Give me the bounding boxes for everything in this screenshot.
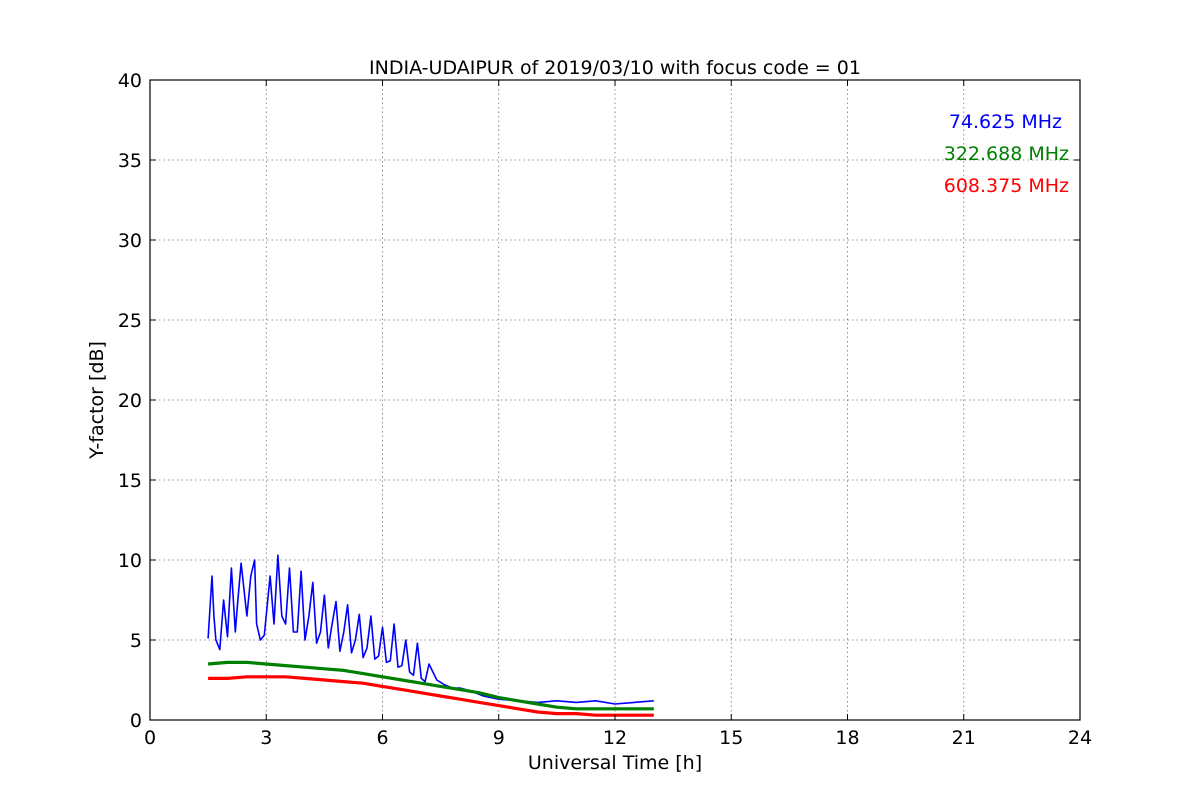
x-tick-label: 15 (719, 727, 743, 749)
legend: 74.625 MHz 322.688 MHz 608.375 MHz (944, 111, 1069, 197)
series-line-1 (207, 554, 654, 705)
x-tick-label: 18 (835, 727, 859, 749)
y-tick-label: 5 (130, 630, 142, 652)
series-line-2 (207, 660, 654, 711)
y-tick-label: 30 (118, 230, 142, 252)
legend-entry: 322.688 MHz (944, 143, 1069, 165)
y-tick-label: 15 (118, 470, 142, 492)
series-line-3 (208, 675, 654, 717)
y-tick-label: 10 (118, 550, 142, 572)
legend-entry: 74.625 MHz (949, 111, 1062, 133)
series-layer (207, 554, 654, 717)
chart-title: INDIA-UDAIPUR of 2019/03/10 with focus c… (369, 57, 861, 79)
x-tick-label: 21 (952, 727, 976, 749)
x-tick-label: 9 (493, 727, 505, 749)
x-axis-title: Universal Time [h] (528, 752, 702, 774)
x-tick-label: 24 (1068, 727, 1092, 749)
x-tick-label: 6 (376, 727, 388, 749)
grid (150, 80, 1080, 720)
y-tick-label: 0 (130, 710, 142, 732)
legend-entry: 608.375 MHz (944, 175, 1069, 197)
y-tick-label: 20 (118, 390, 142, 412)
y-tick-label: 35 (118, 150, 142, 172)
x-tick-label: 0 (144, 727, 156, 749)
y-tick-label: 40 (118, 70, 142, 92)
x-tick-label: 3 (260, 727, 272, 749)
ticks: 0 3 6 9 12 15 18 21 24 0 5 10 15 20 25 30 35 40 (118, 70, 1092, 749)
y-axis-title: Y-factor [dB] (86, 341, 108, 460)
x-tick-label: 12 (603, 727, 627, 749)
y-tick-label: 25 (118, 310, 142, 332)
